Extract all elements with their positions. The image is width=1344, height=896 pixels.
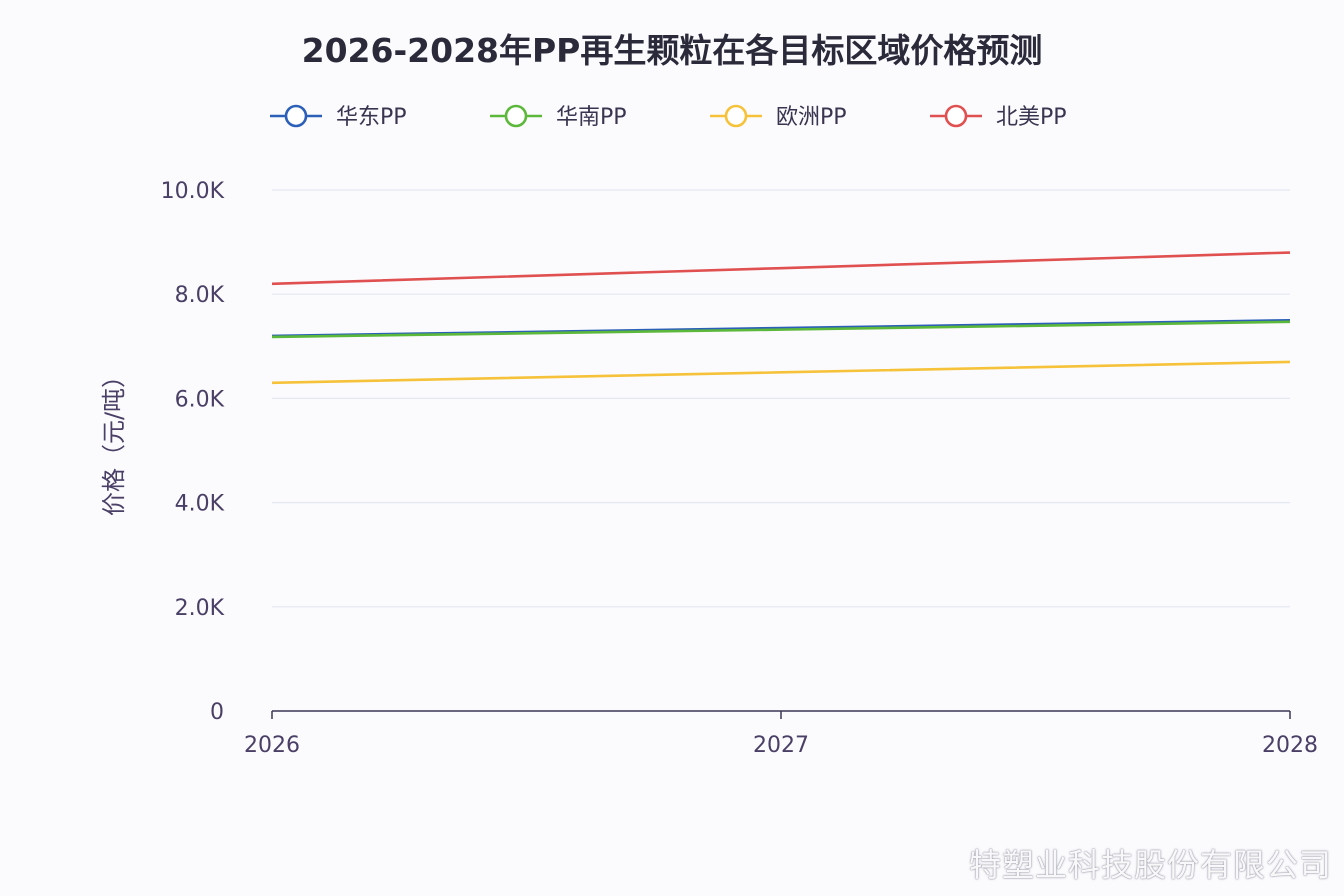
legend-label: 华南PP bbox=[556, 105, 627, 130]
legend-item[interactable]: 华南PP bbox=[490, 104, 627, 130]
legend-marker bbox=[504, 104, 528, 128]
legend-item[interactable]: 欧洲PP bbox=[710, 104, 847, 130]
watermark: 特塑业科技股份有限公司 bbox=[968, 846, 1332, 884]
series-lines bbox=[271, 251, 1291, 385]
series-line bbox=[271, 251, 1291, 286]
legend-label: 欧洲PP bbox=[776, 105, 847, 130]
y-tick-label: 4.0K bbox=[175, 492, 225, 517]
legend-item[interactable]: 华东PP bbox=[270, 104, 407, 130]
legend-label: 华东PP bbox=[336, 105, 407, 130]
legend: 华东PP 华南PP 欧洲PP 北美PP bbox=[270, 104, 1067, 130]
y-axis: 0 2.0K 4.0K 6.0K 8.0K 10.0K bbox=[161, 179, 225, 725]
series-line bbox=[271, 320, 1291, 339]
y-tick-label: 8.0K bbox=[175, 283, 225, 308]
x-tick-label: 2027 bbox=[753, 733, 809, 758]
grid-lines bbox=[272, 189, 1290, 608]
y-tick-label: 10.0K bbox=[161, 179, 225, 204]
legend-item[interactable]: 北美PP bbox=[930, 104, 1067, 130]
x-tick-label: 2028 bbox=[1262, 733, 1318, 758]
x-tick-label: 2026 bbox=[244, 733, 300, 758]
legend-marker bbox=[724, 104, 748, 128]
series-line bbox=[271, 360, 1291, 385]
legend-label: 北美PP bbox=[996, 105, 1067, 130]
legend-marker bbox=[944, 104, 968, 128]
y-tick-label: 6.0K bbox=[175, 387, 225, 412]
y-tick-label: 2.0K bbox=[175, 596, 225, 621]
y-axis-title: 价格（元/吨） bbox=[100, 364, 128, 516]
x-axis: 2026 2027 2028 bbox=[244, 710, 1318, 758]
y-tick-label: 0 bbox=[210, 700, 224, 725]
legend-marker bbox=[284, 104, 308, 128]
chart-title: 2026-2028年PP再生颗粒在各目标区域价格预测 bbox=[302, 31, 1043, 70]
